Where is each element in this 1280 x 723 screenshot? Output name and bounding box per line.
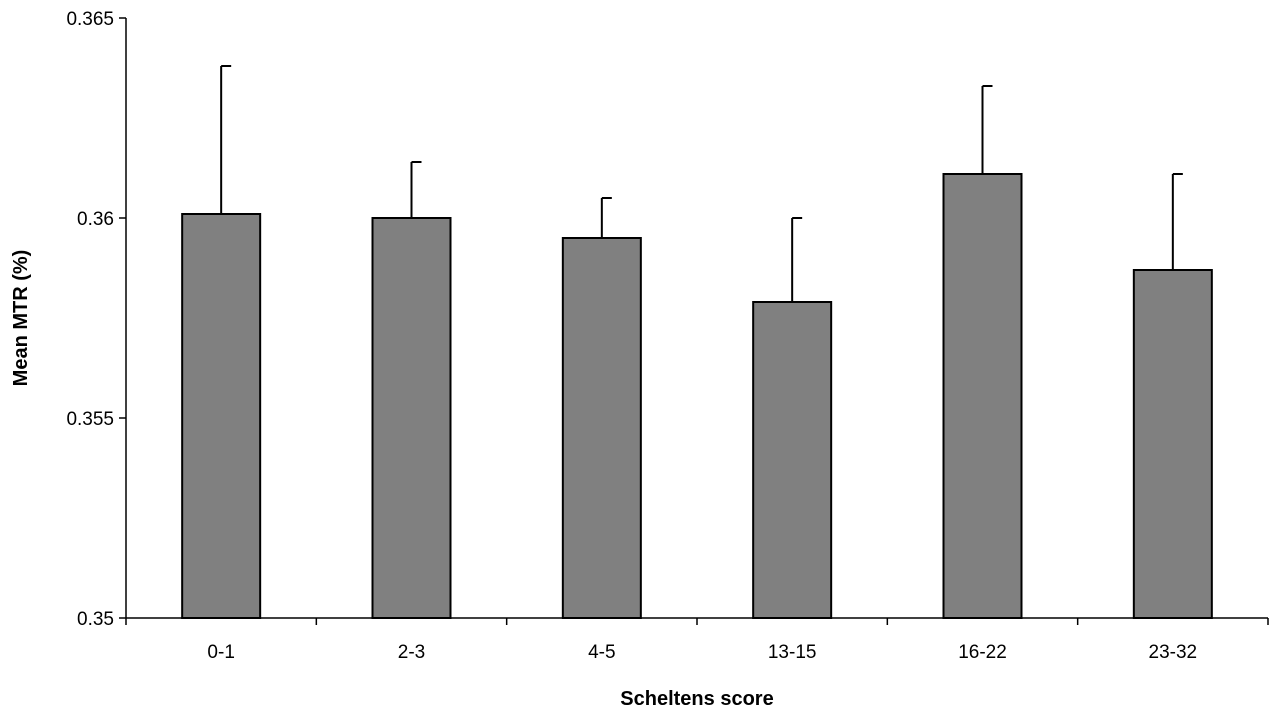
bars-layer	[181, 173, 1213, 619]
y-tick-label: 0.365	[66, 9, 114, 30]
bar	[561, 237, 642, 619]
error-bars-layer	[220, 65, 1183, 302]
y-tick-label: 0.355	[66, 409, 114, 430]
x-tick-label: 16-22	[958, 642, 1007, 663]
x-tick-label: 13-15	[768, 642, 817, 663]
x-axis-ticks: 0-1 2-3 4-5 13-15 16-22 23-32	[125, 618, 1269, 663]
y-axis-ticks: 0.35 0.355 0.36 0.365	[66, 9, 126, 630]
bar	[1132, 269, 1213, 619]
bar	[752, 301, 833, 619]
bar	[942, 173, 1023, 619]
x-tick-label: 0-1	[207, 642, 234, 663]
bar	[371, 217, 452, 619]
x-tick-label: 23-32	[1149, 642, 1198, 663]
y-tick-label: 0.35	[77, 609, 114, 630]
y-tick-label: 0.36	[77, 209, 114, 230]
x-tick-label: 2-3	[398, 642, 425, 663]
y-axis-title: Mean MTR (%)	[10, 250, 32, 387]
x-axis-title: Scheltens score	[620, 688, 773, 710]
x-tick-label: 4-5	[588, 642, 615, 663]
bar	[181, 213, 262, 619]
